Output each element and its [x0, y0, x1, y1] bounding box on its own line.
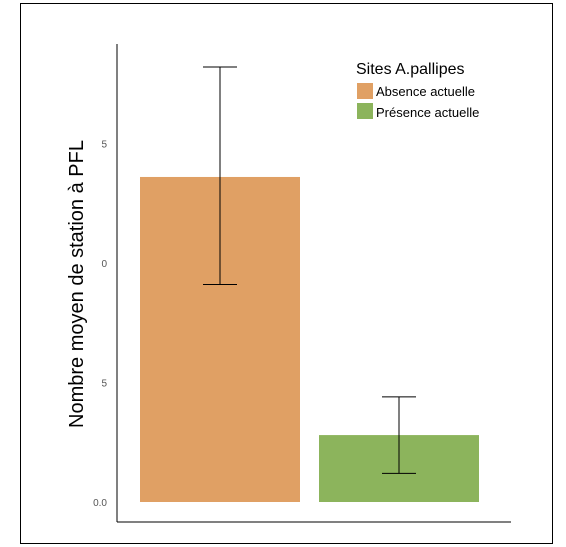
legend-title: Sites A.pallipes [356, 61, 465, 78]
legend-label-absence: Absence actuelle [376, 84, 475, 99]
y-tick-label: 5 [101, 379, 107, 390]
y-axis-label: Nombre moyen de station à PFL [66, 140, 88, 428]
axes-layer [116, 44, 511, 523]
legend-label-presence: Présence actuelle [376, 105, 479, 120]
errorbars-layer [203, 66, 416, 474]
chart-frame: 0.0 5 0 5 Nombre moyen de station à PFL Sit… [20, 3, 553, 544]
legend-swatch-absence [357, 83, 373, 99]
bar-chart: 0.0 5 0 5 Nombre moyen de station à PFL Sit… [66, 44, 511, 523]
y-tick-label: 5 [101, 140, 107, 151]
legend-swatch-presence [357, 103, 373, 119]
bars-layer [140, 176, 479, 502]
legend: Sites A.pallipes Absence actuelle Présen… [356, 61, 479, 120]
y-tick-labels: 0.0 5 0 5 [93, 140, 107, 510]
y-tick-label: 0 [101, 259, 107, 270]
y-tick-label: 0.0 [93, 498, 107, 509]
